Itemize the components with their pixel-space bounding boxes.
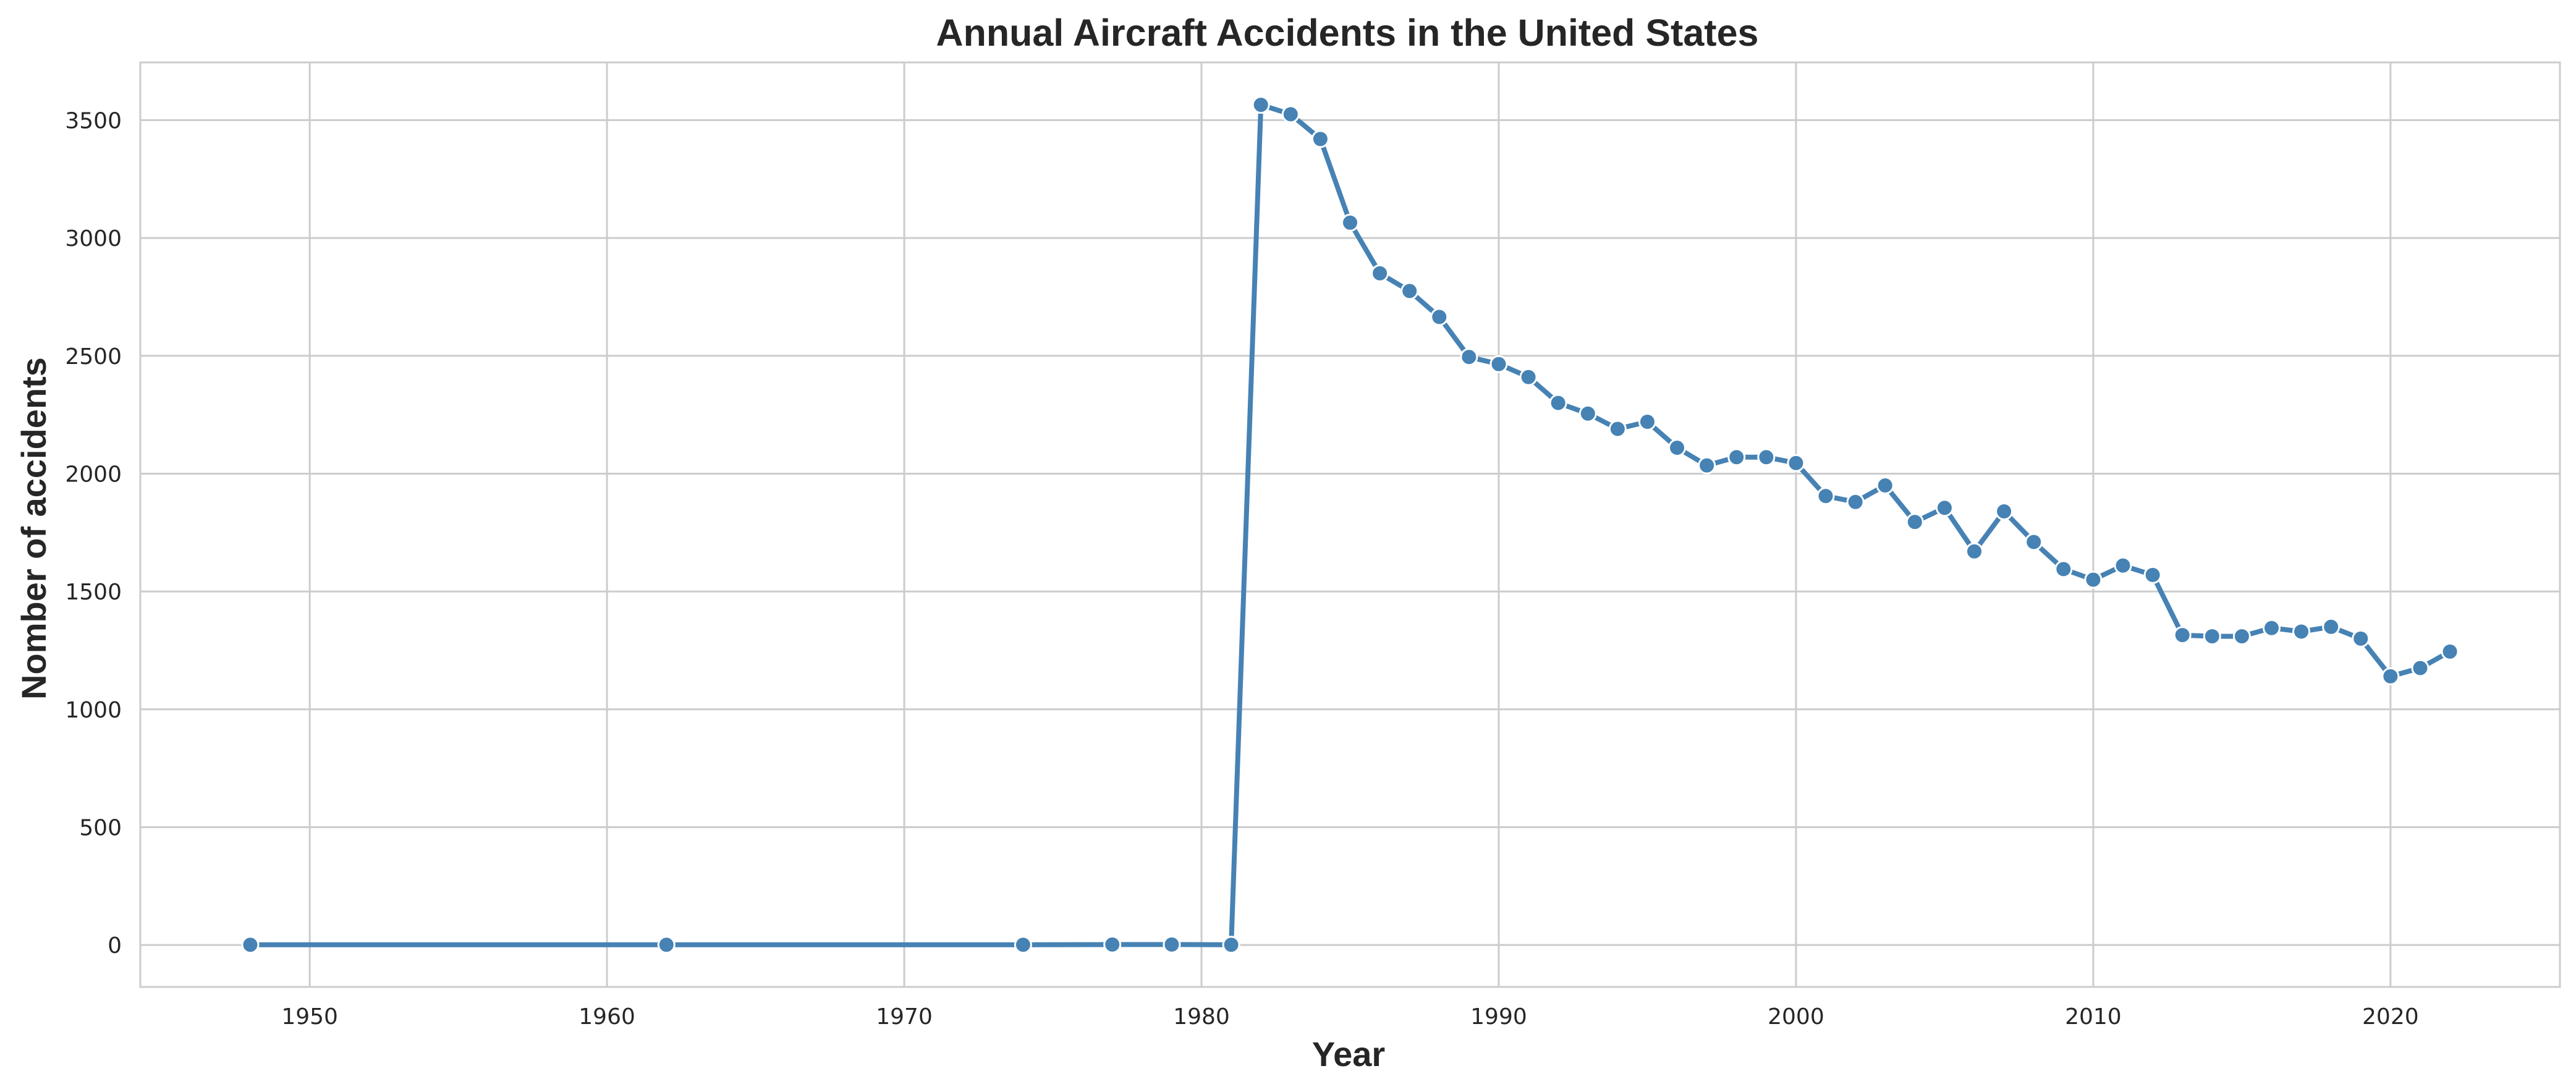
data-point	[1163, 935, 1181, 954]
x-tick-label: 2000	[1768, 1004, 1824, 1030]
x-gridlines	[308, 62, 2392, 987]
x-tick-label: 2010	[2065, 1004, 2122, 1030]
data-point	[1371, 264, 1389, 282]
x-axis-label: Year	[1312, 1035, 1385, 1073]
y-tick-label: 2000	[65, 462, 122, 487]
data-point	[1995, 502, 2014, 520]
data-point	[1103, 935, 1122, 954]
data-point	[1341, 213, 1359, 232]
x-tick-label: 1980	[1173, 1004, 1230, 1030]
data-point	[1311, 130, 1329, 148]
data-point	[1549, 394, 1567, 412]
data-point	[1400, 282, 1419, 300]
data-point	[2441, 642, 2459, 661]
data-point	[1460, 348, 1478, 366]
plot-area-frame	[139, 61, 2561, 988]
data-point	[657, 936, 676, 954]
data-point	[1876, 476, 1894, 495]
data-point	[1816, 487, 1835, 506]
y-gridlines	[140, 119, 2560, 946]
data-point	[1578, 404, 1597, 423]
data-point	[1489, 355, 1508, 373]
data-point	[1787, 454, 1805, 472]
x-tick-label: 1970	[876, 1004, 933, 1030]
data-point	[1519, 368, 1538, 386]
data-point	[2143, 565, 2162, 584]
data-point	[2173, 626, 2192, 645]
data-point	[1846, 493, 1865, 511]
data-point	[1222, 936, 1240, 954]
data-point	[1014, 936, 1032, 954]
x-tick-label: 1960	[578, 1004, 635, 1030]
series-layer	[241, 96, 2459, 954]
data-point	[1638, 413, 1656, 431]
y-tick-label: 2500	[65, 344, 122, 370]
y-axis-label: Nomber of accidents	[14, 357, 53, 700]
data-point	[1668, 438, 1687, 457]
y-tick-label: 3000	[65, 226, 122, 252]
data-point	[2411, 659, 2430, 677]
data-point	[1757, 448, 1776, 467]
data-point	[1252, 96, 1270, 114]
data-point	[2262, 619, 2281, 637]
data-point	[1608, 420, 1627, 438]
y-tick-label: 0	[108, 933, 122, 959]
data-point	[1965, 542, 1984, 561]
data-point	[1430, 308, 1449, 326]
data-point	[1935, 499, 1954, 517]
data-point	[2381, 667, 2400, 685]
y-tick-label: 3500	[65, 108, 122, 133]
x-tick-label: 1950	[281, 1004, 338, 1030]
data-point	[2114, 556, 2132, 575]
data-point	[2322, 617, 2341, 636]
x-tick-label: 1990	[1470, 1004, 1527, 1030]
x-tick-label: 2020	[2362, 1004, 2419, 1030]
y-tick-labels: 0 500 1000 1500 2000 2500 3000 3500	[65, 108, 122, 959]
data-point	[1905, 513, 1924, 531]
data-point	[1281, 105, 1300, 124]
y-tick-label: 1500	[65, 580, 122, 605]
data-point	[2025, 533, 2043, 551]
data-point	[1727, 448, 1746, 467]
data-point	[2084, 570, 2103, 589]
data-point	[2054, 560, 2073, 578]
data-point	[2203, 627, 2221, 646]
x-tick-labels: 1950 1960 1970 1980 1990 2000 2010 2020	[281, 1004, 2418, 1030]
data-point	[2232, 627, 2251, 646]
data-point	[2292, 622, 2311, 641]
data-point	[1698, 456, 1716, 475]
y-tick-label: 1000	[65, 698, 122, 723]
data-point	[2352, 629, 2370, 648]
data-point	[241, 936, 260, 954]
chart-title: Annual Aircraft Accidents in the United …	[936, 12, 1759, 54]
y-tick-label: 500	[79, 815, 122, 840]
